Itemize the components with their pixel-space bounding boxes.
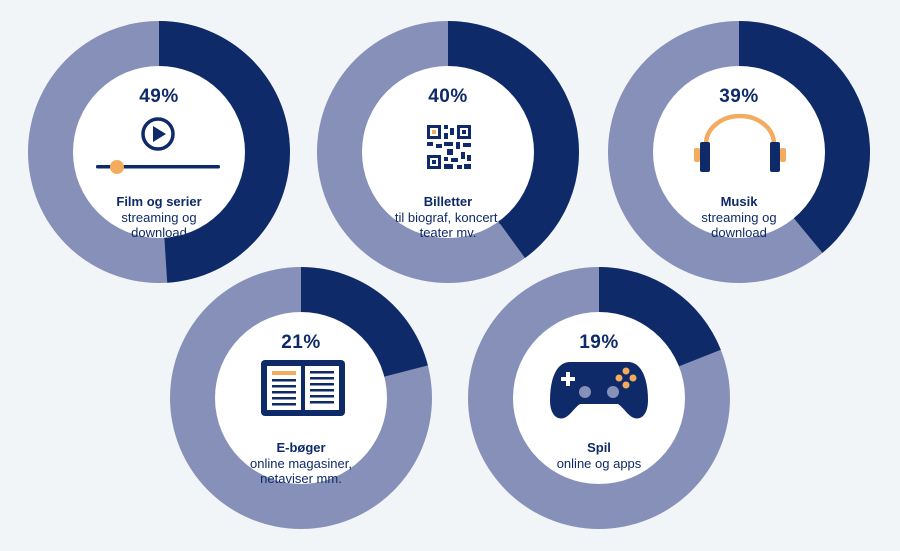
qr-code-icon [427,125,471,169]
item-film-name: Film og serier [116,194,202,209]
item-film-sub-2: download [131,225,187,240]
donut-center-musik [653,66,825,238]
open-book-icon [261,360,345,416]
item-spil-sub-1: online og apps [556,456,642,471]
item-billetter-sub-1: til biograf, koncert, [394,210,502,225]
play-slider-icon [96,117,220,174]
item-billetter-name: Billetter [423,194,473,209]
item-musik-label: 39% Musik streaming og download [639,86,839,240]
item-musik-name: Musik [720,194,758,209]
item-spil-percent: 19% [579,332,619,353]
item-billetter-sub-2: teater mv. [419,225,477,240]
item-billetter-percent: 40% [428,86,468,107]
item-spil-name: Spil [587,440,611,455]
item-film-sub-1: streaming og [121,210,197,225]
item-film-percent: 49% [139,86,179,107]
item-eboger-sub-1: online magasiner, [250,456,352,471]
headphones-icon [694,114,786,172]
gamepad-icon [550,362,648,419]
item-eboger-sub-2: netaviser mm. [260,471,342,486]
donut-center-film [73,66,245,238]
item-eboger-name: E-bøger [276,440,326,455]
item-spil-label: 19% Spil online og apps [499,332,699,471]
item-film-label: 49% Film og serier streaming og download [59,86,259,240]
item-musik-sub-1: streaming og [701,210,777,225]
item-eboger-percent: 21% [281,332,321,353]
item-billetter-label: 40% Billetter til biograf, koncert, teat… [348,86,548,240]
item-eboger-label: 21% E-bøger online magasiner, netaviser … [201,332,401,486]
item-musik-percent: 39% [719,86,759,107]
item-musik-sub-2: download [711,225,767,240]
